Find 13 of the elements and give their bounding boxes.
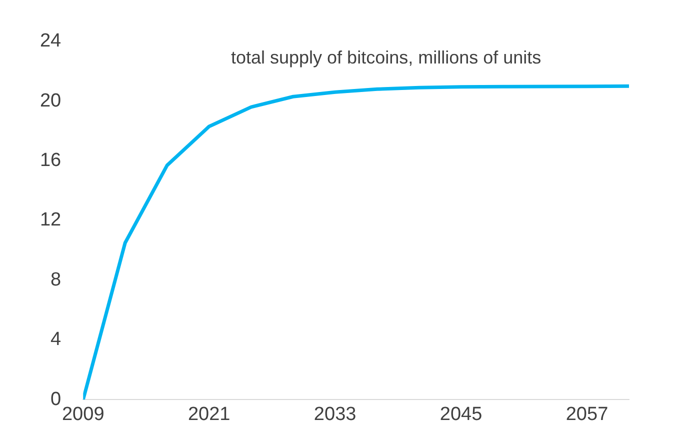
x-tick-label: 2045 [440, 404, 482, 426]
y-tick-label: 20 [40, 90, 62, 112]
chart-title: total supply of bitcoins, millions of units [230, 47, 542, 68]
y-tick-label: 4 [50, 329, 62, 350]
x-tick-label: 2021 [188, 404, 230, 426]
y-tick-label: 16 [40, 150, 62, 172]
x-tick-label: 2057 [566, 404, 608, 426]
x-tick-label: 2009 [62, 404, 104, 426]
x-tick-label: 2033 [314, 404, 356, 426]
y-tick-label: 24 [40, 30, 62, 52]
y-tick-label: 12 [40, 210, 62, 231]
y-tick-label: 8 [50, 269, 62, 290]
y-tick-label: 0 [50, 388, 62, 410]
